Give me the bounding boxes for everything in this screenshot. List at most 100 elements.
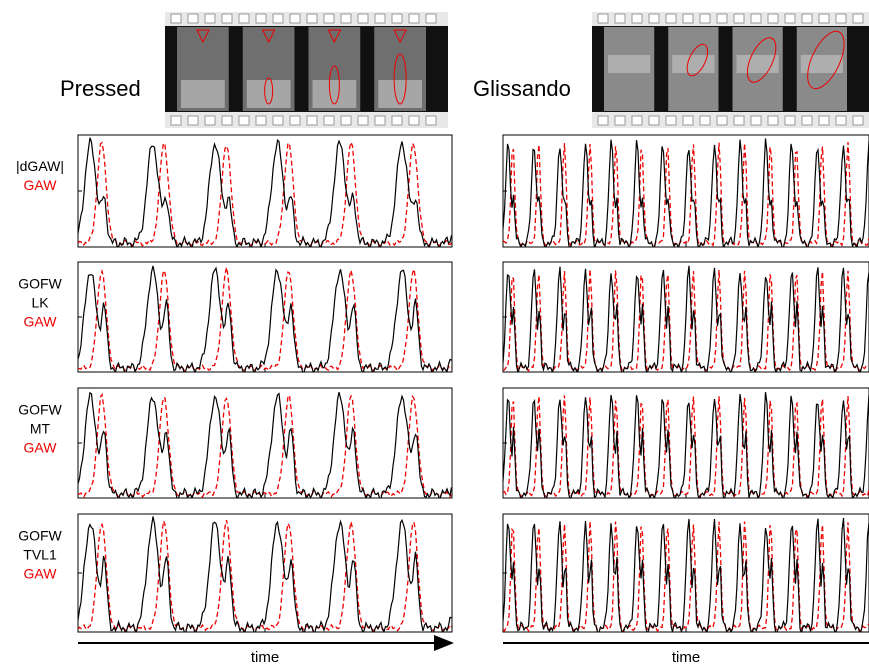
signal-trace: [503, 138, 869, 247]
sprocket: [852, 115, 864, 126]
traces: [78, 391, 452, 498]
sprocket: [733, 13, 745, 24]
sprocket: [408, 115, 420, 126]
traces: [78, 516, 452, 632]
gaw-trace: [78, 518, 452, 632]
glottis-outline: [264, 77, 274, 105]
sprocket: [408, 13, 420, 24]
traces: [78, 137, 452, 247]
sprocket: [170, 115, 182, 126]
sprocket: [801, 115, 813, 126]
frame-glow: [736, 55, 779, 73]
row-label: GOFW: [18, 276, 62, 292]
sprocket: [631, 115, 643, 126]
sprocket: [391, 13, 403, 24]
gaw-trace: [78, 266, 452, 372]
traces: [78, 265, 452, 372]
signal-trace: [78, 391, 452, 498]
traces: [503, 392, 869, 498]
gaw-trace: [503, 521, 869, 632]
row-label: |dGAW|: [16, 158, 64, 174]
frame-glow: [608, 55, 651, 73]
sprocket: [221, 13, 233, 24]
sprocket: [750, 115, 762, 126]
sprocket: [818, 115, 830, 126]
signal-trace: [503, 517, 869, 632]
sprocket: [391, 115, 403, 126]
sprocket: [272, 115, 284, 126]
sprocket: [801, 13, 813, 24]
sprocket: [716, 115, 728, 126]
glottis-outline: [393, 29, 407, 44]
signal-trace: [78, 516, 452, 632]
gaw-trace: [503, 269, 869, 372]
sprocket: [374, 115, 386, 126]
sprocket: [733, 115, 745, 126]
sprocket: [665, 115, 677, 126]
signal-trace: [503, 392, 869, 498]
row-label: GAW: [24, 177, 58, 193]
sprocket: [255, 13, 267, 24]
sprocket: [425, 115, 437, 126]
sprocket: [648, 13, 660, 24]
sprocket: [204, 13, 216, 24]
sprocket: [614, 13, 626, 24]
row-label: GOFW: [18, 528, 62, 544]
row-label: MT: [30, 421, 51, 437]
sprocket: [699, 115, 711, 126]
sprocket: [818, 13, 830, 24]
gaw-trace: [503, 142, 869, 247]
sprocket: [631, 13, 643, 24]
sprocket: [340, 13, 352, 24]
sprocket: [852, 13, 864, 24]
glottis-outline: [328, 65, 340, 105]
traces: [503, 265, 869, 372]
signal-trace: [78, 265, 452, 372]
frame-glow: [672, 55, 715, 73]
glottis-outline: [327, 29, 342, 44]
gaw-trace: [503, 395, 869, 498]
row-label: GAW: [24, 566, 58, 582]
sprocket: [784, 115, 796, 126]
sprocket: [682, 13, 694, 24]
sprocket: [597, 13, 609, 24]
row-label: GAW: [24, 314, 58, 330]
sprocket: [767, 13, 779, 24]
sprocket: [614, 115, 626, 126]
sprocket: [835, 115, 847, 126]
glottis-outline: [261, 29, 276, 44]
row-label: GOFW: [18, 402, 62, 418]
sprocket: [767, 115, 779, 126]
sprocket: [340, 115, 352, 126]
signal-trace: [503, 265, 869, 372]
signal-trace: [78, 137, 452, 247]
row-label: GAW: [24, 440, 58, 456]
row-label: LK: [31, 295, 49, 311]
sprocket: [187, 115, 199, 126]
axis-label: time: [672, 649, 700, 666]
sprocket: [374, 13, 386, 24]
axis-label: time: [251, 649, 279, 666]
sprocket: [238, 115, 250, 126]
sprocket: [835, 13, 847, 24]
frame-glow: [246, 80, 291, 108]
column-title: Glissando: [473, 76, 571, 101]
glottis-outline: [393, 53, 407, 105]
panel: [77, 387, 453, 499]
sprocket: [187, 13, 199, 24]
traces: [503, 138, 869, 247]
sprocket: [716, 13, 728, 24]
frame-glow: [181, 80, 225, 108]
sprocket: [221, 115, 233, 126]
sprocket: [665, 13, 677, 24]
traces: [503, 517, 869, 632]
glottis-outline: [746, 37, 777, 83]
sprocket: [750, 13, 762, 24]
sprocket: [597, 115, 609, 126]
sprocket: [784, 13, 796, 24]
panel: [77, 134, 453, 248]
sprocket: [357, 115, 369, 126]
sprocket: [255, 115, 267, 126]
column-title: Pressed: [60, 76, 141, 101]
gaw-trace: [78, 139, 452, 247]
